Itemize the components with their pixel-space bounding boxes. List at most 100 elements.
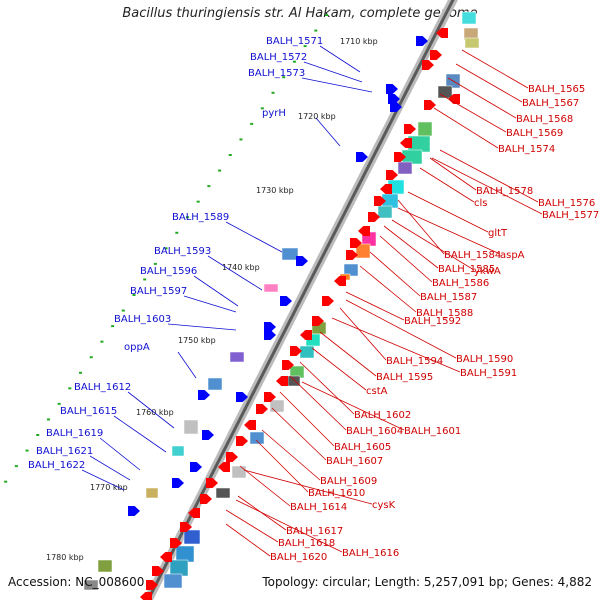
tick-mark <box>175 231 179 234</box>
gene-feature-box <box>97 559 113 573</box>
leader-line <box>455 63 523 103</box>
tick-mark <box>4 480 8 483</box>
gene-label: BALH_1587 <box>420 292 477 303</box>
gene-label: oppA <box>124 342 150 353</box>
gene-label: cstA <box>366 386 388 397</box>
gene-label: BALH_1576 <box>538 198 595 209</box>
tick-label: 1720 kbp <box>298 112 336 121</box>
gene-feature-box <box>231 465 247 479</box>
gene-arrow <box>146 580 158 590</box>
gene-label: BALH_1593 <box>154 246 211 257</box>
gene-feature-box <box>229 351 245 363</box>
tick-mark <box>164 247 168 250</box>
leader-line <box>379 235 433 283</box>
tick-mark <box>325 14 328 16</box>
leader-line <box>429 157 477 191</box>
gene-feature-box <box>437 85 453 99</box>
tick-mark <box>143 278 147 281</box>
leader-line <box>391 219 475 271</box>
gene-arrow <box>128 506 140 516</box>
leader-line <box>243 469 373 505</box>
gene-arrow <box>334 276 346 286</box>
gene-arrow <box>244 420 256 430</box>
gene-arrow <box>264 322 276 332</box>
gene-arrow <box>160 552 172 562</box>
gene-feature-box <box>397 161 413 175</box>
gene-arrow <box>180 522 192 532</box>
gene-arrow <box>448 94 460 104</box>
leader-line <box>369 251 421 297</box>
gene-arrow <box>356 152 368 162</box>
gene-feature-box <box>215 487 231 499</box>
leader-line <box>345 291 405 321</box>
tick-mark <box>57 402 61 405</box>
tick-mark <box>100 340 104 343</box>
gene-label: BALH_1609 <box>320 476 377 487</box>
leader-line <box>301 381 405 431</box>
tick-mark <box>228 154 232 156</box>
tick-mark <box>218 169 222 172</box>
gene-feature-box <box>355 243 371 259</box>
gene-label: BALH_1567 <box>522 98 579 109</box>
leader-line <box>89 455 131 481</box>
gene-label: BALH_1610 <box>308 488 365 499</box>
leader-line <box>167 323 237 331</box>
leader-line <box>331 317 461 373</box>
tick-mark <box>314 29 318 32</box>
gene-label: BALH_1571 <box>266 36 323 47</box>
gene-label: BALH_1622 <box>28 460 85 471</box>
leader-line <box>81 469 125 491</box>
gene-feature-box <box>464 37 480 49</box>
gene-arrow <box>436 28 448 38</box>
leader-line <box>271 407 327 461</box>
gene-arrow <box>256 404 268 414</box>
gene-label: BALH_1574 <box>498 144 555 155</box>
gene-arrow <box>416 36 428 46</box>
gene-label: BALH_1588 <box>416 308 473 319</box>
gene-arrow <box>152 566 164 576</box>
gene-arrow <box>404 124 416 134</box>
tick-mark <box>207 185 211 188</box>
gene-arrow <box>218 462 230 472</box>
gene-label: BALH_1617 <box>286 526 343 537</box>
tick-mark <box>196 200 200 203</box>
gene-label: BALH_1620 <box>270 552 327 563</box>
leader-line <box>301 77 373 93</box>
tick-mark <box>25 449 29 452</box>
leader-line <box>319 331 377 377</box>
tick-label: 1740 kbp <box>222 263 260 272</box>
leader-line <box>99 437 141 471</box>
tick-mark <box>121 309 125 312</box>
gene-label: BALH_1584 <box>444 250 501 261</box>
gene-feature-box <box>417 121 433 137</box>
leader-line <box>303 61 363 83</box>
gene-feature-box <box>163 573 183 589</box>
topology-text: Topology: circular; Length: 5,257,091 bp… <box>262 575 592 589</box>
gene-label: BALH_1621 <box>36 446 93 457</box>
leader-line <box>255 439 309 493</box>
leader-line <box>345 299 457 359</box>
tick-mark <box>250 122 254 125</box>
leader-line <box>359 265 417 313</box>
gene-arrow <box>206 478 218 488</box>
gene-arrow <box>386 84 398 94</box>
gene-arrow <box>388 94 400 104</box>
leader-line <box>431 157 543 215</box>
tick-mark <box>36 434 40 436</box>
gene-feature-box <box>281 247 299 261</box>
leader-line <box>225 221 283 253</box>
gene-label: BALH_1614 <box>290 502 347 513</box>
tick-mark <box>111 325 115 328</box>
gene-label: BALH_1591 <box>460 368 517 379</box>
gene-label: BALH_1589 <box>172 212 229 223</box>
gene-feature-box <box>175 545 195 563</box>
tick-label: 1760 kbp <box>136 408 174 417</box>
gene-label: BALH_1612 <box>74 382 131 393</box>
leader-line <box>315 117 341 147</box>
gene-arrow <box>290 346 302 356</box>
tick-mark <box>292 60 296 63</box>
gene-arrow <box>276 376 288 386</box>
gene-arrow <box>358 226 370 236</box>
gene-arrow <box>188 508 200 518</box>
leader-line <box>289 375 347 431</box>
